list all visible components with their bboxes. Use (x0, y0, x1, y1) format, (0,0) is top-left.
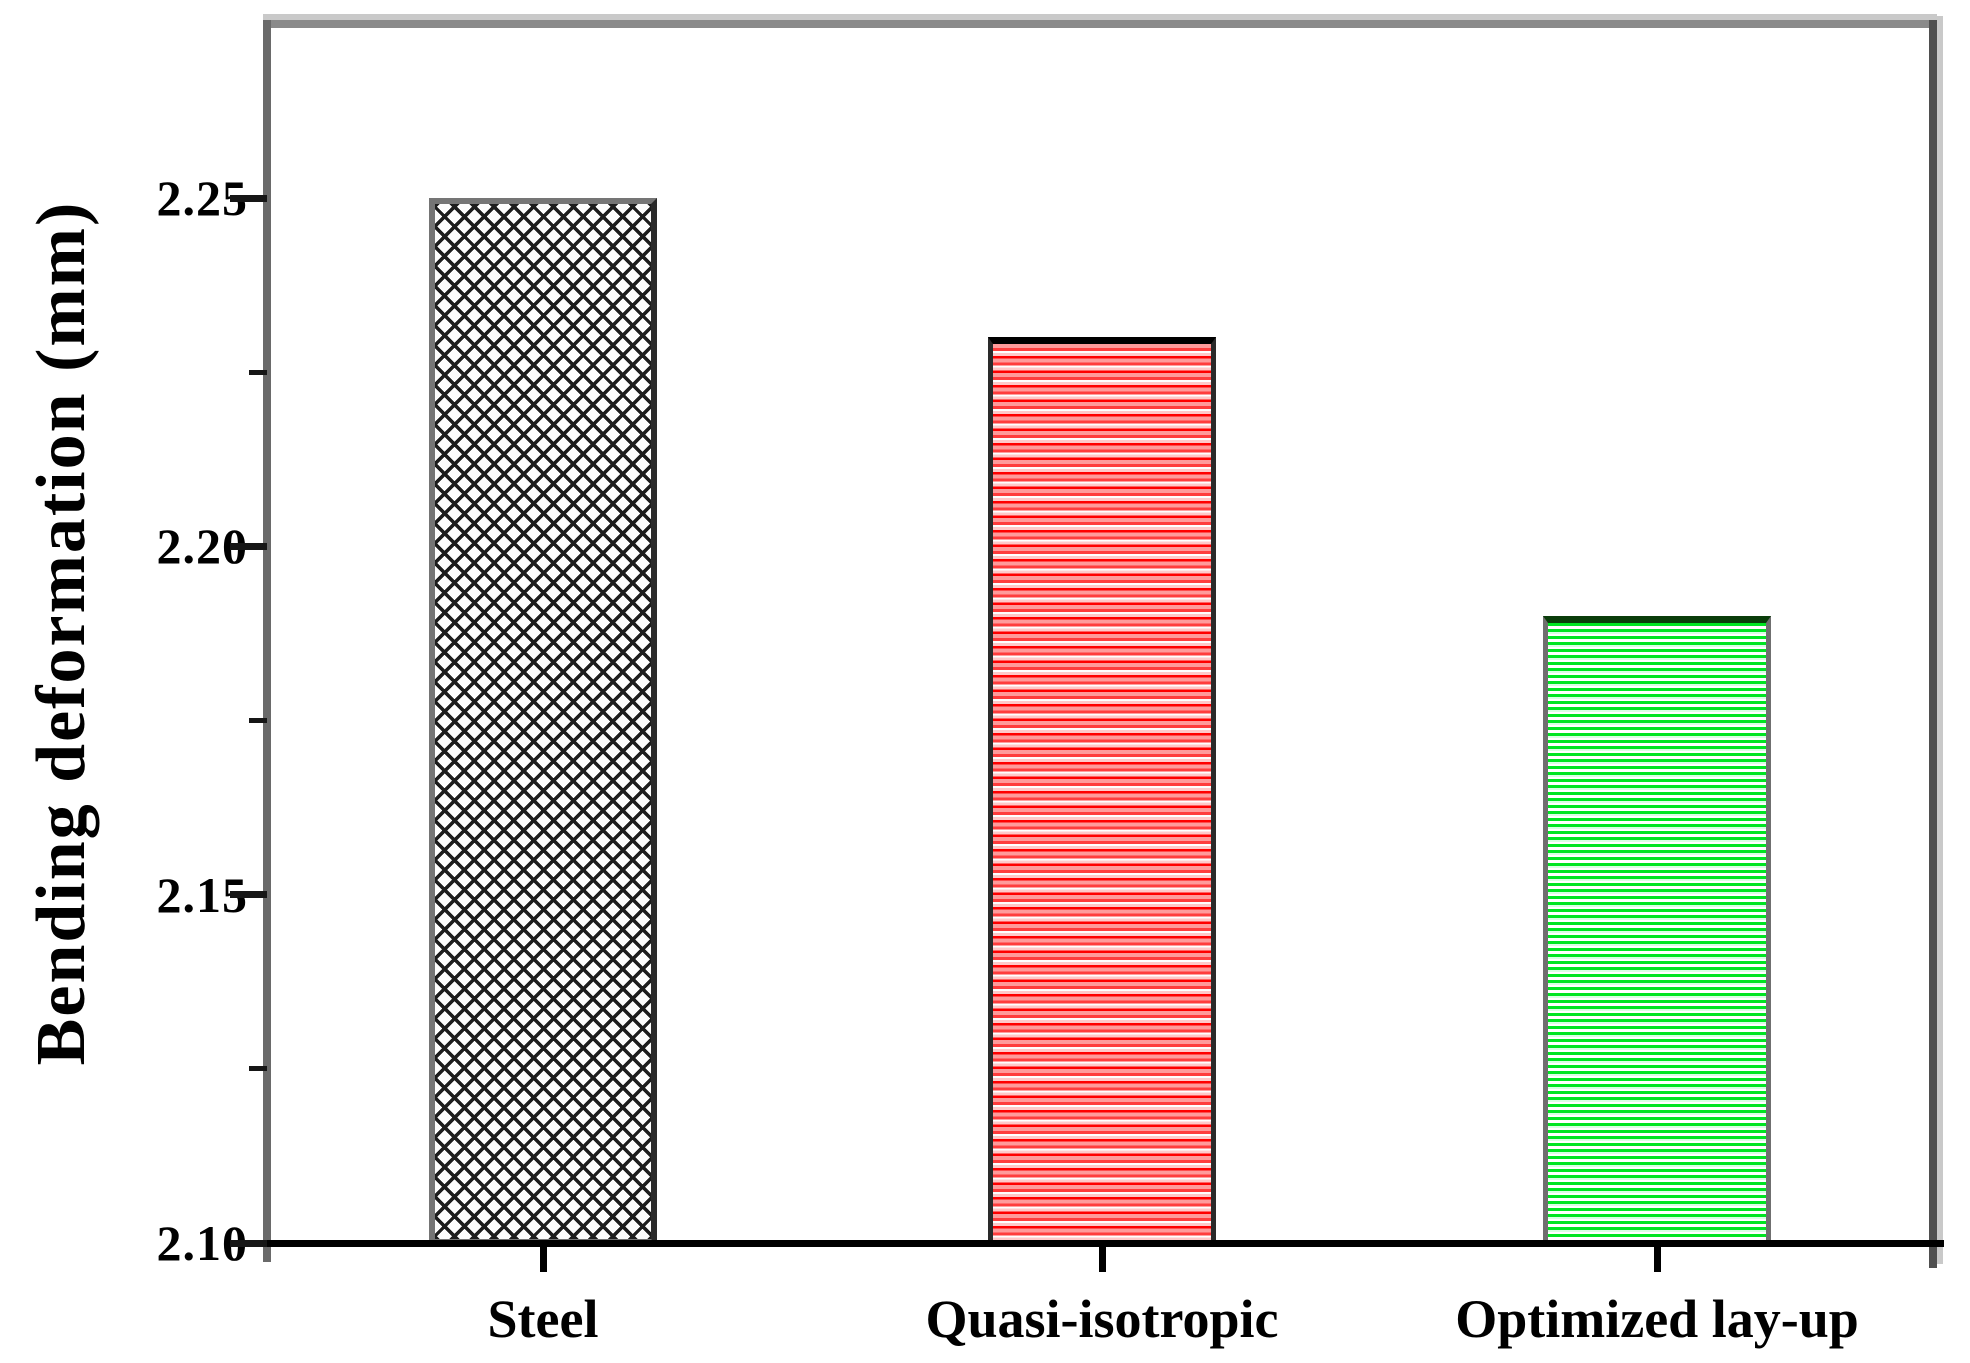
y-major-tick (230, 891, 267, 899)
bar-steel (429, 198, 657, 1245)
y-major-tick (230, 1239, 267, 1247)
plot-right-border (1929, 20, 1937, 1268)
y-major-tick (230, 194, 267, 202)
x-tick (539, 1247, 547, 1272)
plot-top-border (263, 20, 1937, 28)
y-tick-label: 2.10 (156, 1215, 248, 1271)
bar-optimized-lay-up (1543, 616, 1771, 1245)
y-axis-line (263, 20, 271, 1262)
y-tick-label: 2.15 (156, 866, 248, 923)
x-category-label: Quasi-isotropic (925, 1289, 1279, 1349)
x-axis-line (243, 1240, 1944, 1247)
y-minor-tick (249, 369, 267, 375)
bar-quasi-isotropic (988, 337, 1216, 1245)
y-minor-tick (249, 718, 267, 723)
y-tick-label: 2.20 (156, 518, 248, 575)
y-axis-title: Bending deformation (mm) (23, 200, 100, 1066)
x-category-label: Steel (487, 1289, 599, 1349)
x-category-label: Optimized lay-up (1455, 1289, 1859, 1349)
x-tick (1653, 1247, 1661, 1272)
x-tick (1098, 1247, 1106, 1272)
y-minor-tick (249, 1066, 267, 1072)
y-tick-label: 2.25 (156, 170, 248, 226)
y-major-tick (230, 542, 267, 550)
